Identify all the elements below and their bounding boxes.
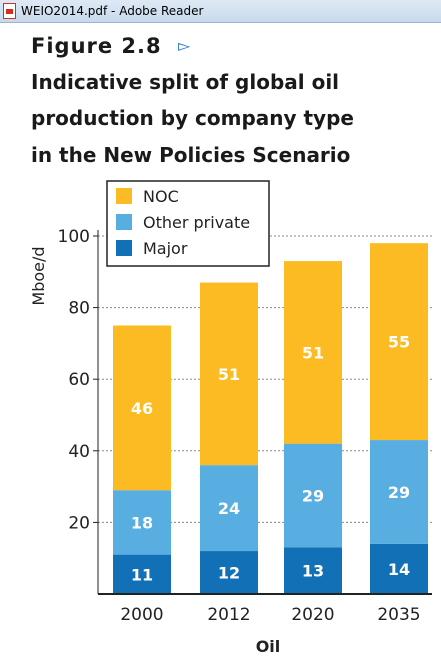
- bar-segment: [200, 282, 258, 466]
- bar-segment: [200, 465, 258, 552]
- window-titlebar: WEIO2014.pdf - Adobe Reader: [0, 0, 441, 23]
- triangle-right-icon[interactable]: ▻: [178, 36, 191, 55]
- legend-label: NOC: [143, 187, 179, 206]
- bar-segment: [200, 551, 258, 594]
- bar-value-label: 29: [302, 487, 324, 506]
- window-title: WEIO2014.pdf - Adobe Reader: [21, 4, 204, 18]
- x-tick-label: 2020: [291, 605, 334, 625]
- bar-segment: [370, 243, 428, 441]
- legend-label: Major: [143, 239, 188, 258]
- legend-swatch: [116, 188, 132, 204]
- bar-segment: [284, 443, 342, 548]
- figure-title-line-1: Indicative split of global oil: [31, 70, 340, 94]
- bar-segment: [284, 547, 342, 594]
- legend-swatch: [116, 214, 132, 230]
- bar-value-label: 51: [302, 343, 324, 362]
- x-tick-label: 2035: [377, 605, 420, 625]
- bar-value-label: 18: [131, 513, 153, 532]
- x-tick-label: 2000: [120, 605, 163, 625]
- bar-value-label: 51: [218, 365, 240, 384]
- legend-label: Other private: [143, 213, 250, 232]
- bar-value-label: 14: [388, 560, 410, 579]
- bar-segment: [370, 543, 428, 594]
- bar-segment: [113, 554, 171, 594]
- y-tick-label: 20: [68, 513, 90, 533]
- bar-segment: [284, 261, 342, 444]
- bar-value-label: 13: [302, 562, 324, 581]
- bar-value-label: 12: [218, 564, 240, 583]
- figure-number: Figure 2.8: [31, 34, 162, 58]
- bar-value-label: 24: [218, 499, 240, 518]
- y-axis-label: Mboe/d: [29, 246, 48, 305]
- bar-value-label: 55: [388, 333, 410, 352]
- bar-value-label: 11: [131, 565, 153, 584]
- y-tick-label: 80: [68, 299, 90, 319]
- y-tick-label: 100: [58, 227, 90, 247]
- x-tick-label: 2012: [207, 605, 250, 625]
- bar-segment: [113, 490, 171, 555]
- bar-value-label: 29: [388, 483, 410, 502]
- legend-box: [106, 180, 270, 267]
- y-tick-label: 60: [68, 370, 90, 390]
- bar-segment: [370, 440, 428, 544]
- x-axis-label: Oil: [256, 637, 281, 656]
- bar-value-label: 46: [131, 399, 153, 418]
- figure-title-line-3: in the New Policies Scenario: [31, 143, 351, 167]
- pdf-file-icon: [3, 3, 16, 19]
- y-tick-label: 40: [68, 442, 90, 462]
- legend-swatch: [116, 240, 132, 256]
- figure-title-line-2: production by company type: [31, 106, 354, 130]
- bar-segment: [113, 325, 171, 491]
